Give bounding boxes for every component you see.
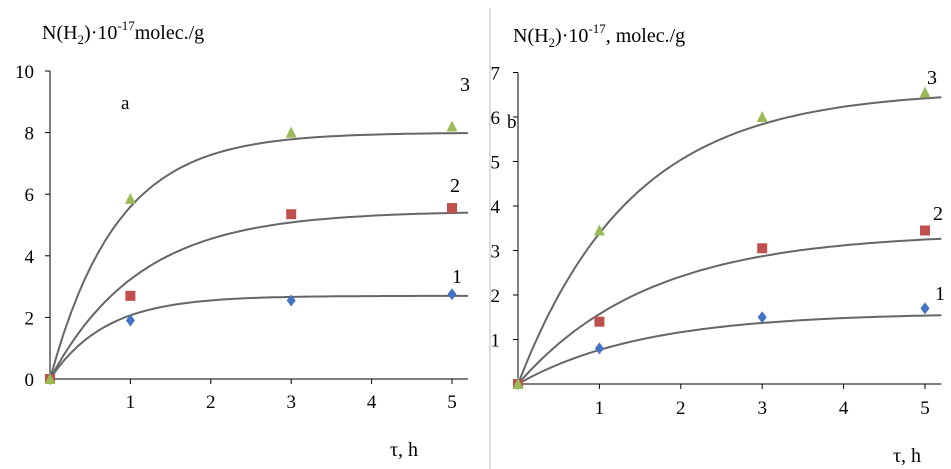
y-tick-label: 6 (25, 185, 35, 206)
x-axis-label: τ, h (390, 439, 418, 461)
data-point-series-2 (594, 316, 605, 327)
data-point-series-3 (919, 86, 931, 98)
y-label-unit: molec./g (135, 22, 204, 44)
curve-label-1: 1 (452, 266, 462, 288)
x-tick-label: 1 (595, 398, 605, 419)
y-tick-label: 2 (491, 286, 501, 307)
data-point-series-2 (920, 225, 930, 236)
y-tick-label: 5 (491, 153, 501, 174)
y-label-exponent: -17 (117, 18, 135, 33)
y-tick-label: 3 (491, 242, 501, 263)
x-tick-label: 1 (126, 392, 136, 413)
x-tick-label: 2 (206, 392, 216, 413)
y-tick-label: 0 (25, 370, 35, 391)
data-point-series-1 (594, 342, 604, 355)
curve-label-2: 2 (933, 203, 943, 225)
panel-label: a (121, 93, 130, 114)
data-point-series-2 (447, 203, 457, 214)
y-label-subscript: 2 (549, 35, 556, 50)
fit-curve-1 (517, 314, 942, 385)
fit-curve-3 (517, 96, 942, 385)
y-tick-label: 10 (15, 62, 34, 83)
y-label-prefix: N(H (42, 22, 78, 44)
x-tick-label: 3 (286, 392, 296, 413)
data-point-series-3 (593, 224, 605, 236)
data-point-series-1 (447, 288, 457, 301)
y-axis-label: N(H2)·10-17molec./g (42, 18, 204, 47)
curve-label-1: 1 (935, 283, 945, 305)
data-point-series-1 (757, 311, 767, 324)
x-tick-label: 2 (676, 398, 686, 419)
panel-label: b (507, 112, 517, 133)
x-tick-label: 4 (367, 392, 377, 413)
y-label-subscript: 2 (78, 32, 85, 47)
x-axis-label: τ, h (893, 445, 921, 467)
y-label-mid: )·10 (555, 25, 588, 47)
y-label-exponent: -17 (588, 21, 606, 36)
data-point-series-3 (124, 192, 136, 204)
fit-curve-3 (49, 132, 469, 380)
y-label-mid: )·10 (84, 22, 117, 44)
curve-label-3: 3 (927, 67, 937, 89)
y-tick-label: 2 (25, 308, 35, 329)
y-tick-label: 7 (491, 64, 501, 85)
y-tick-label: 4 (25, 247, 35, 268)
curve-label-3: 3 (460, 74, 470, 96)
data-point-series-1 (920, 302, 930, 315)
data-point-series-3 (44, 373, 56, 384)
data-point-series-1 (125, 314, 135, 327)
data-point-series-1 (286, 294, 296, 307)
data-point-series-2 (125, 290, 136, 301)
curve-label-2: 2 (450, 175, 460, 197)
y-tick-label: 6 (491, 108, 501, 129)
y-axis-label: N(H2)·10-17, molec./g (513, 21, 685, 50)
y-label-unit: , molec./g (606, 25, 685, 47)
data-point-series-3 (285, 126, 297, 138)
fit-curve-2 (49, 211, 469, 380)
data-point-series-2 (757, 243, 768, 254)
x-tick-label: 3 (757, 398, 767, 419)
data-point-series-3 (446, 120, 458, 132)
data-point-series-3 (512, 378, 524, 389)
x-tick-label: 5 (447, 392, 457, 413)
x-tick-label: 4 (839, 398, 849, 419)
data-point-series-2 (286, 209, 297, 220)
fit-curve-2 (517, 237, 942, 385)
y-tick-label: 1 (491, 331, 501, 352)
y-tick-label: 8 (25, 124, 35, 145)
y-tick-label: 4 (491, 197, 501, 218)
fit-curve-1 (49, 294, 469, 380)
data-point-series-3 (756, 111, 768, 122)
y-label-prefix: N(H (513, 25, 549, 47)
x-tick-label: 5 (920, 398, 930, 419)
